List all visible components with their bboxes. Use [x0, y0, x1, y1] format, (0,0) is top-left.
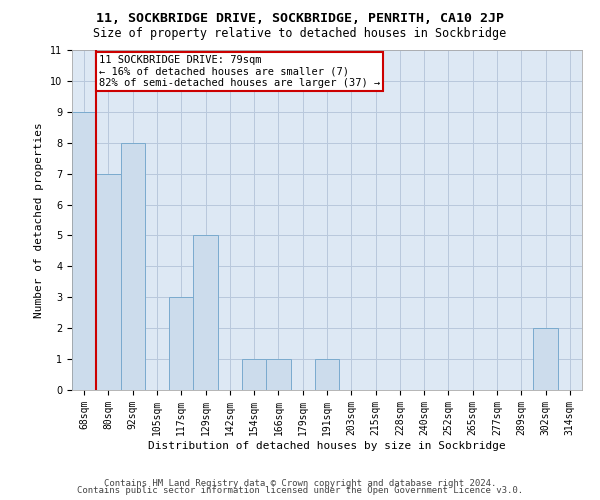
Text: Size of property relative to detached houses in Sockbridge: Size of property relative to detached ho…	[94, 28, 506, 40]
Text: 11, SOCKBRIDGE DRIVE, SOCKBRIDGE, PENRITH, CA10 2JP: 11, SOCKBRIDGE DRIVE, SOCKBRIDGE, PENRIT…	[96, 12, 504, 26]
Text: Contains HM Land Registry data © Crown copyright and database right 2024.: Contains HM Land Registry data © Crown c…	[104, 478, 496, 488]
Bar	[242, 359, 266, 390]
Text: 11 SOCKBRIDGE DRIVE: 79sqm
← 16% of detached houses are smaller (7)
82% of semi-: 11 SOCKBRIDGE DRIVE: 79sqm ← 16% of deta…	[99, 54, 380, 88]
Bar	[169, 298, 193, 390]
X-axis label: Distribution of detached houses by size in Sockbridge: Distribution of detached houses by size …	[148, 440, 506, 450]
Bar	[96, 174, 121, 390]
Text: Contains public sector information licensed under the Open Government Licence v3: Contains public sector information licen…	[77, 486, 523, 495]
Bar	[121, 142, 145, 390]
Bar	[533, 328, 558, 390]
Bar	[315, 359, 339, 390]
Y-axis label: Number of detached properties: Number of detached properties	[34, 122, 44, 318]
Bar	[72, 112, 96, 390]
Bar	[193, 236, 218, 390]
Bar	[266, 359, 290, 390]
